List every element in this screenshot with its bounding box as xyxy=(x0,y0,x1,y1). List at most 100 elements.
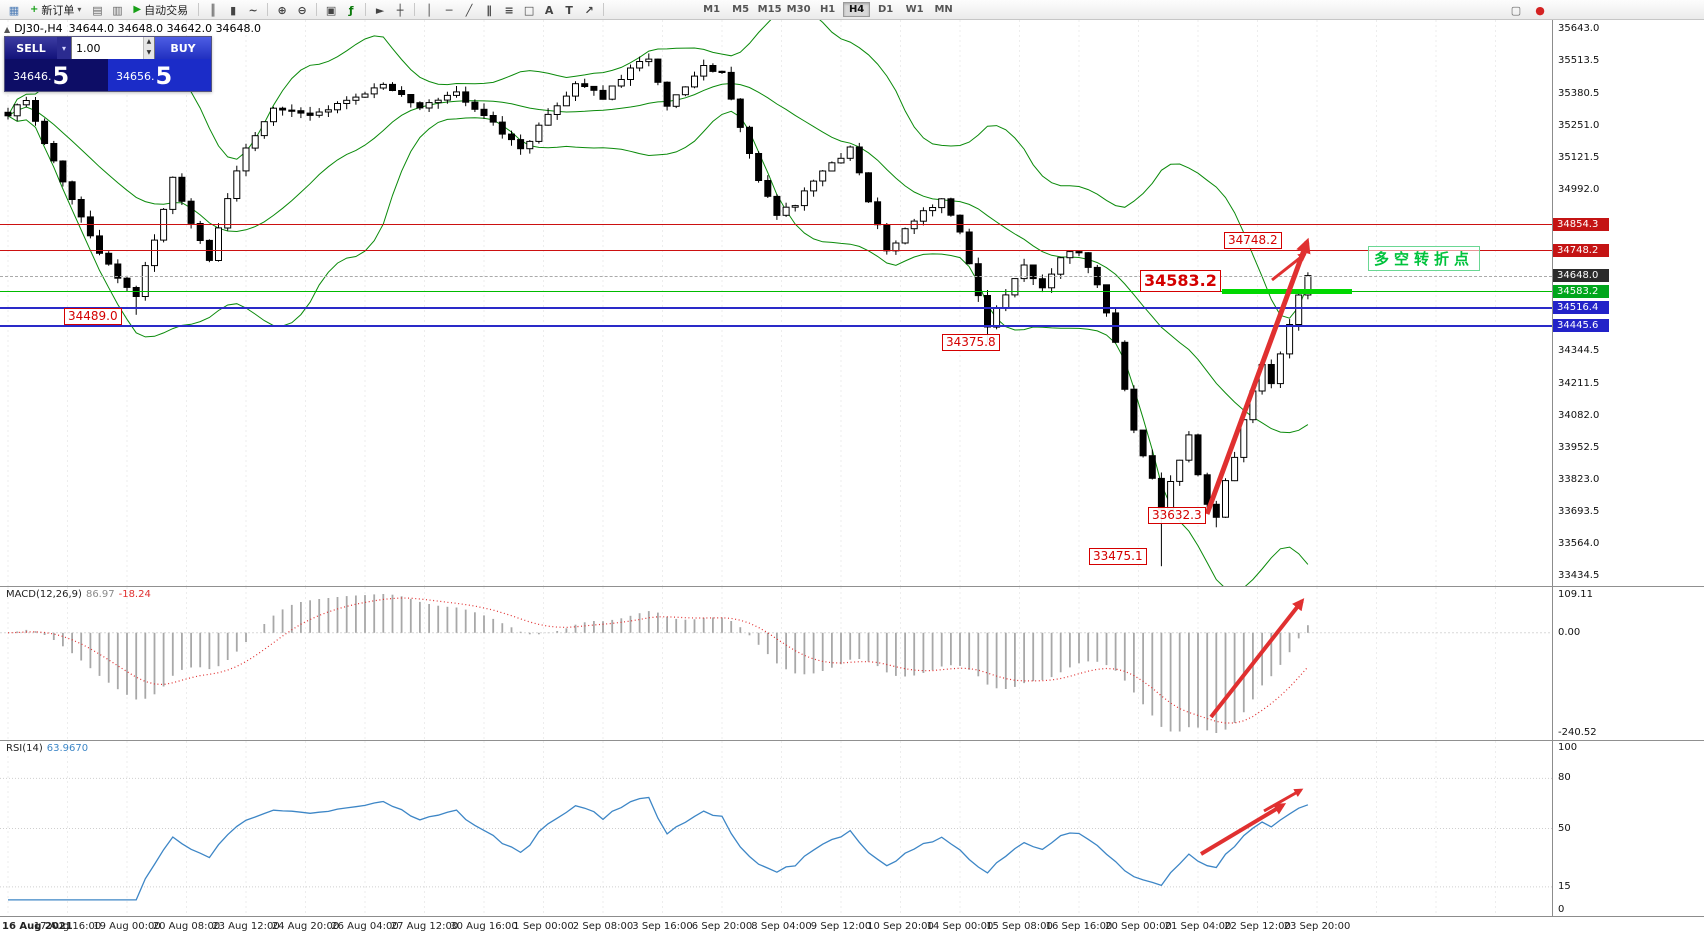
main-chart-panel: 34489.0 34748.2 34583.2 34375.8 33632.3 33475… xyxy=(0,20,1704,586)
macd-signal-value: -18.24 xyxy=(118,589,151,600)
price-label-34375.8[interactable]: 34375.8 xyxy=(942,334,1000,351)
macd-panel[interactable]: MACD(12,26,9) 86.97 -18.24 109.11 0.00 -240.… xyxy=(0,586,1704,740)
bar-chart-icon[interactable]: ║ xyxy=(209,3,217,17)
toolbar-separator xyxy=(365,3,367,16)
price-tick: 35121.5 xyxy=(1558,152,1600,164)
cursor-icon[interactable]: ► xyxy=(375,3,385,17)
indicators-icon[interactable]: ƒ xyxy=(348,3,354,17)
timeframe-m5[interactable]: M5 xyxy=(732,4,750,15)
new-chart-icon[interactable]: ▦ xyxy=(8,3,20,17)
time-label: 14 Sep 00:00 xyxy=(926,921,994,932)
time-label: 17 Aug 16:00 xyxy=(33,921,102,932)
symbol-name: DJ30-,H4 xyxy=(14,22,63,35)
sell-button[interactable]: SELL xyxy=(5,37,57,59)
time-label: 16 Aug 2021 xyxy=(2,921,73,932)
price-label-34748.2[interactable]: 34748.2 xyxy=(1224,232,1282,249)
macd-tick: -240.52 xyxy=(1558,727,1597,738)
buy-price-main: 34656. xyxy=(116,70,155,83)
timeframe-m15[interactable]: M15 xyxy=(757,4,782,15)
time-label: 15 Sep 08:00 xyxy=(986,921,1053,932)
time-label: 24 Aug 20:00 xyxy=(271,921,340,932)
arrow-tool-icon[interactable]: ↗ xyxy=(584,3,594,17)
profiles-icon[interactable]: ▥ xyxy=(112,3,123,17)
trendline-icon[interactable]: ╱ xyxy=(465,3,473,17)
price-label-33632.3[interactable]: 33632.3 xyxy=(1148,507,1206,524)
label-icon[interactable]: T xyxy=(565,3,573,17)
timeframe-m30[interactable]: M30 xyxy=(786,4,811,15)
toolbar-separator xyxy=(603,3,605,16)
sell-price[interactable]: 34646. 5 xyxy=(5,59,108,91)
rsi-plot[interactable] xyxy=(0,741,1552,916)
time-label: 21 Sep 04:00 xyxy=(1164,921,1232,932)
chart-windows-icon[interactable]: ▤ xyxy=(92,3,103,17)
support-level-segment[interactable] xyxy=(1222,289,1352,295)
timeframe-d1[interactable]: D1 xyxy=(877,4,894,15)
toolbar-separator xyxy=(316,3,318,16)
line-chart-icon[interactable]: ~ xyxy=(248,3,258,17)
rsi-panel[interactable]: RSI(14) 63.9670 100 80 50 15 0 xyxy=(0,740,1704,916)
price-tick: 34992.0 xyxy=(1558,184,1600,196)
volume-input[interactable] xyxy=(72,37,143,59)
horizontal-line-34516.4[interactable] xyxy=(0,307,1552,310)
horizontal-line-34445.6[interactable] xyxy=(0,324,1552,327)
new-order-button[interactable]: + 新订单 ▾ xyxy=(30,3,82,17)
time-label: 6 Sep 20:00 xyxy=(691,921,753,932)
macd-plot[interactable] xyxy=(0,587,1552,740)
rsi-scale[interactable]: 100 80 50 15 0 xyxy=(1552,741,1704,916)
rsi-value: 63.9670 xyxy=(46,743,89,754)
horizontal-line-34583.2[interactable] xyxy=(0,291,1552,293)
window-icon[interactable]: ▢ xyxy=(1510,3,1522,17)
timeframe-w1[interactable]: W1 xyxy=(905,4,924,15)
buy-price[interactable]: 34656. 5 xyxy=(108,59,211,91)
rsi-name: RSI(14) xyxy=(6,743,43,754)
crosshair-icon[interactable]: ┼ xyxy=(396,3,404,17)
price-tag-34516.4: 34516.4 xyxy=(1553,301,1609,315)
timeframe-h1[interactable]: H1 xyxy=(819,4,836,15)
volume-down-button[interactable]: ▼ xyxy=(143,48,154,59)
volume-up-button[interactable]: ▲ xyxy=(143,37,154,48)
price-label-34583.2[interactable]: 34583.2 xyxy=(1140,270,1221,292)
price-chart-plot[interactable]: 34489.0 34748.2 34583.2 34375.8 33632.3 33475… xyxy=(0,20,1552,586)
sell-price-big-digit: 5 xyxy=(52,62,70,90)
auto-trading-button[interactable]: ▶ 自动交易 xyxy=(133,3,189,17)
time-label: 9 Sep 12:00 xyxy=(810,921,872,932)
text-icon[interactable]: A xyxy=(544,3,554,17)
horizontal-line-34748.2[interactable] xyxy=(0,250,1552,252)
price-tag-34854.3: 34854.3 xyxy=(1553,217,1609,231)
channel-icon[interactable]: ∥ xyxy=(486,3,492,17)
toolbar-separator xyxy=(198,3,200,16)
price-tick: 35380.5 xyxy=(1558,88,1600,100)
rsi-tick: 100 xyxy=(1558,742,1578,753)
timeframe-m1[interactable]: M1 xyxy=(703,4,721,15)
collapse-chart-icon[interactable]: ▲ xyxy=(4,25,11,34)
rsi-tick: 15 xyxy=(1558,880,1571,892)
alert-icon[interactable]: ● xyxy=(1535,3,1545,17)
horizontal-line-icon[interactable]: ─ xyxy=(445,3,453,17)
vertical-line-icon[interactable]: │ xyxy=(425,3,433,17)
price-tag-34748.2: 34748.2 xyxy=(1553,243,1609,257)
macd-scale[interactable]: 109.11 0.00 -240.52 xyxy=(1552,587,1704,740)
annotation-label[interactable]: 多空转折点 xyxy=(1368,246,1481,271)
timeframe-h4[interactable]: H4 xyxy=(843,2,871,17)
timeframe-mn[interactable]: MN xyxy=(934,4,953,15)
time-label: 3 Sep 16:00 xyxy=(632,921,693,932)
horizontal-line-34648[interactable] xyxy=(0,275,1552,277)
zoom-out-icon[interactable]: ⊖ xyxy=(297,3,307,17)
price-scale[interactable]: 35643.0 35513.5 35380.5 35251.0 35121.5 34992… xyxy=(1552,20,1704,586)
candlestick-chart-icon[interactable]: ▮ xyxy=(230,3,237,17)
fibonacci-icon[interactable]: ≡ xyxy=(504,3,514,17)
time-label: 30 Aug 16:00 xyxy=(450,921,518,932)
time-axis[interactable]: 16 Aug 2021 17 Aug 16:00 19 Aug 00:00 20 Au… xyxy=(0,916,1704,940)
buy-button[interactable]: BUY xyxy=(155,37,211,59)
horizontal-line-34854.3[interactable] xyxy=(0,224,1552,226)
price-label-33475.1[interactable]: 33475.1 xyxy=(1089,548,1147,565)
price-label-34489.0[interactable]: 34489.0 xyxy=(64,308,122,325)
zoom-in-icon[interactable]: ⊕ xyxy=(277,3,287,17)
tile-windows-icon[interactable]: ▣ xyxy=(325,3,337,17)
rsi-tick: 50 xyxy=(1558,822,1571,834)
toolbar-right-group: ▢ ● xyxy=(1506,2,1550,18)
price-tick: 33434.5 xyxy=(1558,570,1600,582)
order-type-dropdown[interactable]: ▾ xyxy=(57,37,71,59)
shapes-icon[interactable]: □ xyxy=(523,3,535,17)
timeframe-group: M1 M5 M15 M30 H1 H4 D1 W1 MN xyxy=(698,2,957,17)
